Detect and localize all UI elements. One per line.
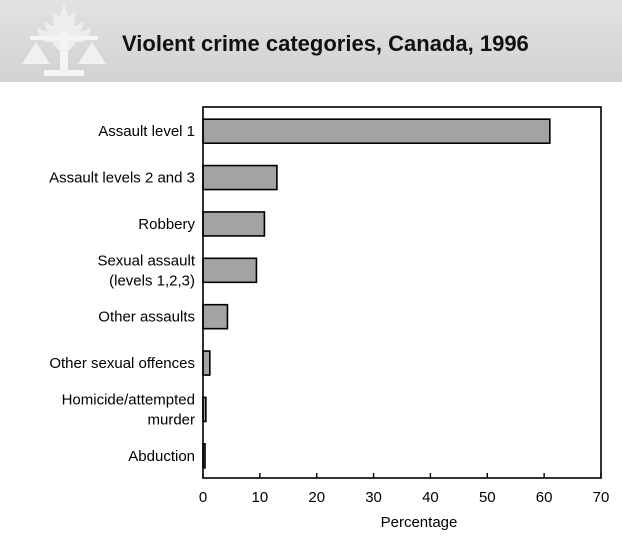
category-label-4: Other assaults bbox=[98, 309, 195, 326]
x-axis-ticks: 0 10 20 30 40 50 60 70 bbox=[199, 473, 610, 506]
chart-header: Violent crime categories, Canada, 1996 bbox=[0, 0, 622, 82]
category-label-6-line-0: Homicide/attempted bbox=[62, 391, 195, 408]
x-tick-label-6: 60 bbox=[536, 489, 553, 506]
category-labels: Assault level 1 Assault levels 2 and 3 Rob… bbox=[49, 123, 196, 465]
category-label-1: Assault levels 2 and 3 bbox=[49, 170, 195, 187]
bar-1 bbox=[202, 164, 278, 191]
category-label-7: Abduction bbox=[128, 448, 195, 465]
maple-leaf-justice-scales-icon bbox=[22, 4, 106, 76]
bar-2 bbox=[202, 211, 266, 237]
chart-title: Violent crime categories, Canada, 1996 bbox=[122, 31, 529, 56]
x-tick-label-3: 30 bbox=[365, 489, 382, 506]
bar-4 bbox=[202, 303, 229, 330]
category-label-5: Other sexual offences bbox=[49, 355, 195, 372]
x-axis-title: Percentage bbox=[381, 514, 458, 531]
bars-layer bbox=[202, 118, 551, 469]
bar-5 bbox=[202, 350, 211, 376]
x-tick-label-0: 0 bbox=[199, 489, 207, 506]
bar-3 bbox=[202, 257, 258, 284]
category-label-3-line-0: Sexual assault bbox=[97, 252, 195, 269]
x-tick-label-5: 50 bbox=[479, 489, 496, 506]
plot-area-frame bbox=[202, 106, 602, 479]
category-label-2: Robbery bbox=[138, 216, 195, 233]
bar-0 bbox=[202, 118, 551, 144]
x-tick-label-4: 40 bbox=[422, 489, 439, 506]
x-tick-label-2: 20 bbox=[308, 489, 325, 506]
x-tick-label-1: 10 bbox=[252, 489, 269, 506]
x-tick-label-7: 70 bbox=[593, 489, 610, 506]
category-label-3-line-1: (levels 1,2,3) bbox=[109, 272, 195, 289]
category-label-6-line-1: murder bbox=[147, 411, 195, 428]
category-label-0: Assault level 1 bbox=[98, 123, 195, 140]
